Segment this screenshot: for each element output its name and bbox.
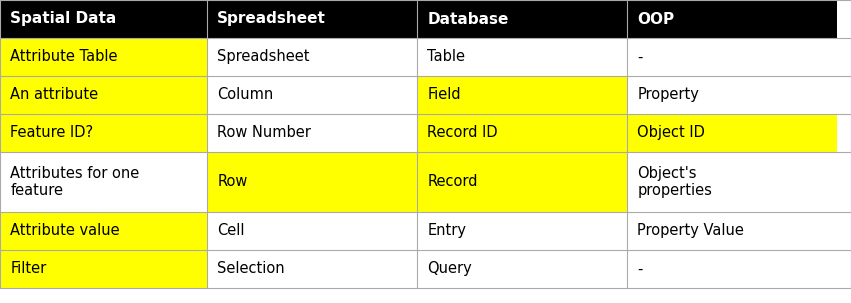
Text: Database: Database <box>427 12 509 26</box>
Text: Entry: Entry <box>427 224 466 238</box>
Bar <box>207 114 417 152</box>
Bar <box>417 152 627 212</box>
Bar <box>627 250 837 288</box>
Text: Row: Row <box>217 175 248 189</box>
Bar <box>417 250 627 288</box>
Bar <box>207 212 417 250</box>
Text: -: - <box>637 261 643 277</box>
Text: Attribute Table: Attribute Table <box>10 49 117 65</box>
Text: Spreadsheet: Spreadsheet <box>217 49 310 65</box>
Bar <box>627 114 837 152</box>
Bar <box>0 0 207 38</box>
Text: Cell: Cell <box>217 224 245 238</box>
Bar <box>417 76 627 114</box>
Text: Table: Table <box>427 49 465 65</box>
Bar <box>207 38 417 76</box>
Text: Row Number: Row Number <box>217 125 311 141</box>
Bar <box>417 38 627 76</box>
Text: Filter: Filter <box>10 261 47 277</box>
Bar <box>627 76 837 114</box>
Bar <box>417 0 627 38</box>
Bar <box>627 38 837 76</box>
Bar <box>627 212 837 250</box>
Bar <box>627 0 837 38</box>
Text: Query: Query <box>427 261 472 277</box>
Text: Record ID: Record ID <box>427 125 498 141</box>
Text: -: - <box>637 49 643 65</box>
Bar <box>417 114 627 152</box>
Text: Property Value: Property Value <box>637 224 744 238</box>
Text: OOP: OOP <box>637 12 674 26</box>
Bar <box>0 76 207 114</box>
Text: Object ID: Object ID <box>637 125 705 141</box>
Text: An attribute: An attribute <box>10 88 99 102</box>
Text: Attributes for one
feature: Attributes for one feature <box>10 166 140 198</box>
Text: Field: Field <box>427 88 461 102</box>
Bar <box>0 212 207 250</box>
Bar <box>207 250 417 288</box>
Text: Spatial Data: Spatial Data <box>10 12 117 26</box>
Bar <box>627 152 837 212</box>
Bar <box>207 76 417 114</box>
Bar <box>0 250 207 288</box>
Text: Record: Record <box>427 175 477 189</box>
Text: Column: Column <box>217 88 273 102</box>
Bar <box>207 152 417 212</box>
Text: Spreadsheet: Spreadsheet <box>217 12 326 26</box>
Bar <box>0 152 207 212</box>
Bar <box>417 212 627 250</box>
Text: Attribute value: Attribute value <box>10 224 120 238</box>
Text: Object's
properties: Object's properties <box>637 166 712 198</box>
Text: Selection: Selection <box>217 261 285 277</box>
Bar <box>0 38 207 76</box>
Bar <box>207 0 417 38</box>
Bar <box>0 114 207 152</box>
Text: Property: Property <box>637 88 699 102</box>
Text: Feature ID?: Feature ID? <box>10 125 94 141</box>
